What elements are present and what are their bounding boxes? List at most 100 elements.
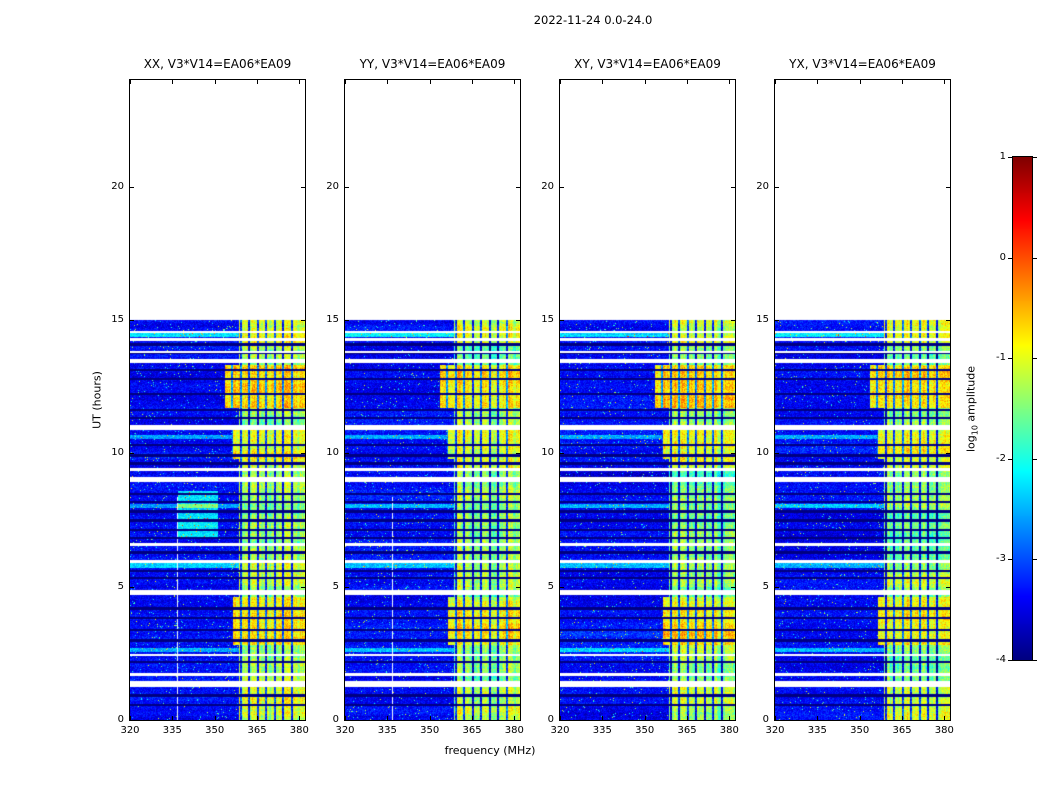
x-tick-mark [429,80,431,84]
y-tick-mark [345,453,349,455]
y-tick-label: 10 [756,447,769,459]
x-tick-label: 380 [289,725,309,736]
y-tick-label: 5 [117,580,124,592]
y-tick-mark [301,320,305,321]
colorbar-tick-mark [1008,358,1012,360]
panel-title-yx: YX, V3*V14=EA06*EA09 [789,57,936,71]
x-tick-mark [944,80,946,84]
y-tick-mark [130,186,134,188]
y-tick-label: 0 [332,714,339,725]
spectrogram-xy-canvas [560,80,735,720]
y-tick-label: 5 [547,580,554,592]
y-tick-mark [516,320,520,321]
x-tick-mark [944,716,946,720]
y-tick-mark [516,720,520,721]
x-tick-mark [602,80,604,84]
x-tick-label: 380 [719,725,739,736]
plot-panel-yx [774,79,951,721]
x-tick-label: 380 [504,725,524,736]
x-tick-mark [859,80,861,84]
x-tick-label: 320 [120,725,140,736]
y-tick-mark [946,720,950,721]
colorbar-tick-mark [1033,157,1037,158]
y-tick-label: 20 [326,180,339,192]
x-tick-mark [214,716,216,720]
y-tick-label: 15 [326,314,339,325]
spectrogram-yx-canvas [775,80,950,720]
panel-title-xx: XX, V3*V14=EA06*EA09 [143,57,292,71]
colorbar-tick-mark [1008,458,1012,460]
colorbar-tick-label: -3 [996,553,1006,565]
colorbar-tick-mark [1008,660,1012,661]
y-tick-label: 15 [541,314,554,325]
y-tick-label: 5 [762,580,769,592]
plot-panel-xx [129,79,306,721]
x-tick-mark [602,716,604,720]
colorbar [1012,156,1033,661]
y-tick-label: 15 [756,314,769,325]
y-tick-mark [301,453,305,455]
y-tick-mark [731,586,735,588]
x-tick-mark [902,80,904,84]
y-tick-label: 10 [326,447,339,459]
x-tick-mark [729,716,731,720]
y-tick-mark [560,586,564,588]
y-tick-mark [775,186,779,188]
x-tick-label: 320 [335,725,355,736]
y-tick-mark [345,720,349,721]
panel-title-xy: XY, V3*V14=EA06*EA09 [574,57,721,71]
x-tick-mark [687,80,689,84]
y-tick-label: 20 [541,180,554,192]
colorbar-tick-mark [1033,458,1037,460]
y-tick-mark [946,586,950,588]
plot-panel-yy [344,79,521,721]
colorbar-label-suffix: amplitude [964,365,978,425]
x-tick-mark [387,716,389,720]
y-tick-label: 10 [111,447,124,459]
colorbar-canvas [1013,157,1032,660]
y-tick-mark [560,320,564,321]
y-tick-mark [775,720,779,721]
x-tick-label: 335 [807,725,827,736]
y-tick-mark [130,586,134,588]
x-tick-mark [299,716,301,720]
x-tick-label: 350 [850,725,870,736]
x-tick-mark [257,80,259,84]
y-tick-mark [731,320,735,321]
colorbar-label-prefix: log [964,434,978,452]
y-tick-mark [946,186,950,188]
y-tick-mark [775,453,779,455]
x-tick-mark [560,716,561,720]
y-tick-mark [301,586,305,588]
x-tick-mark [172,716,174,720]
y-tick-label: 15 [111,314,124,325]
x-tick-mark [345,716,346,720]
y-tick-mark [775,320,779,321]
x-tick-label: 365 [462,725,482,736]
x-tick-mark [729,80,731,84]
y-tick-mark [345,320,349,321]
y-tick-mark [731,720,735,721]
x-tick-mark [775,716,776,720]
y-tick-mark [345,586,349,588]
x-tick-label: 350 [205,725,225,736]
colorbar-tick-mark [1008,157,1012,158]
y-tick-mark [731,186,735,188]
x-tick-mark [472,716,474,720]
x-tick-mark [560,80,561,84]
x-tick-label: 335 [592,725,612,736]
x-tick-mark [130,80,131,84]
x-axis-label: frequency (MHz) [444,744,536,757]
colorbar-tick-label: -1 [996,352,1006,364]
x-tick-label: 365 [677,725,697,736]
y-tick-mark [301,186,305,188]
colorbar-tick-mark [1008,257,1012,259]
x-tick-mark [514,80,516,84]
x-tick-label: 350 [635,725,655,736]
colorbar-tick-mark [1033,559,1037,561]
x-tick-mark [817,80,819,84]
x-tick-label: 320 [765,725,785,736]
y-tick-label: 10 [541,447,554,459]
spectrogram-yy-canvas [345,80,520,720]
